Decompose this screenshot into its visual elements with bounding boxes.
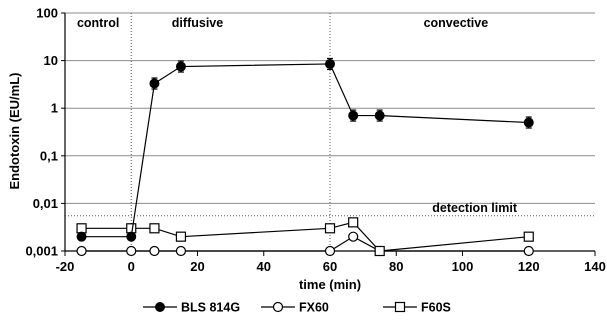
data-point — [149, 245, 160, 257]
data-point — [76, 231, 87, 242]
y-tick-label: 0,001 — [25, 244, 58, 259]
legend-marker — [155, 302, 165, 312]
x-axis-title: time (min) — [299, 277, 361, 292]
y-tick-label: 1 — [51, 101, 58, 116]
x-tick-label: 0 — [128, 259, 135, 274]
legend-marker — [272, 301, 284, 313]
data-point — [76, 223, 87, 234]
legend-label: BLS 814G — [181, 301, 240, 315]
y-tick-label: 100 — [36, 6, 58, 21]
x-tick-label: 60 — [323, 259, 337, 274]
x-tick-label: 140 — [584, 259, 606, 274]
series-fx60 — [76, 231, 534, 257]
data-point — [126, 245, 137, 257]
data-point — [126, 231, 137, 242]
data-point — [324, 223, 336, 234]
data-point — [348, 231, 359, 242]
data-point — [76, 245, 87, 257]
legend-item-fx60: FX60 — [261, 301, 329, 315]
axes: 0,001 0,01 0,1 1 10 100 -20 0 20 40 60 80 100 120 140 — [25, 6, 605, 275]
phase-dividers — [130, 13, 331, 251]
data-point — [175, 231, 187, 242]
data-point — [523, 117, 534, 128]
x-tick-label: 20 — [190, 259, 204, 274]
data-point — [149, 223, 160, 234]
data-point — [325, 58, 335, 69]
data-point — [126, 223, 137, 234]
phase-label: convective — [424, 16, 489, 30]
y-axis-title: Endotoxin (EU/mL) — [7, 73, 22, 190]
legend-label: FX60 — [299, 301, 329, 315]
series-bls-814g — [76, 57, 534, 242]
x-tick-label: 120 — [518, 259, 540, 274]
x-tick-label: -20 — [56, 259, 75, 274]
series-f60s — [76, 217, 534, 257]
data-point — [149, 78, 160, 89]
legend-item-bls-814g: BLS 814G — [143, 301, 240, 315]
data-point — [374, 110, 385, 121]
data-point — [374, 245, 385, 257]
x-tick-label: 100 — [452, 259, 474, 274]
detection-limit-label: detection limit — [432, 201, 518, 215]
y-tick-label: 10 — [44, 53, 58, 68]
series-line — [81, 235, 529, 252]
y-tick-label: 0,01 — [33, 196, 58, 211]
data-point — [348, 217, 359, 228]
phase-label: diffusive — [172, 16, 223, 30]
data-point — [348, 110, 359, 121]
series-line — [81, 221, 529, 252]
phase-label: control — [77, 16, 119, 30]
data-point — [175, 245, 187, 257]
data-series — [76, 57, 534, 257]
y-tick-label: 0,1 — [40, 148, 58, 163]
data-point — [523, 245, 534, 257]
data-point — [324, 245, 336, 257]
x-tick-label: 40 — [257, 259, 271, 274]
data-point — [523, 231, 534, 242]
detection-limit: detection limit — [65, 201, 595, 217]
legend-marker — [394, 301, 406, 313]
legend-item-f60s: F60S — [383, 301, 451, 315]
phase-labels: control diffusive convective — [77, 16, 488, 30]
x-tick-label: 80 — [389, 259, 403, 274]
legend: BLS 814G FX60 F60S — [143, 301, 451, 315]
legend-label: F60S — [421, 301, 451, 315]
data-point — [175, 61, 186, 72]
